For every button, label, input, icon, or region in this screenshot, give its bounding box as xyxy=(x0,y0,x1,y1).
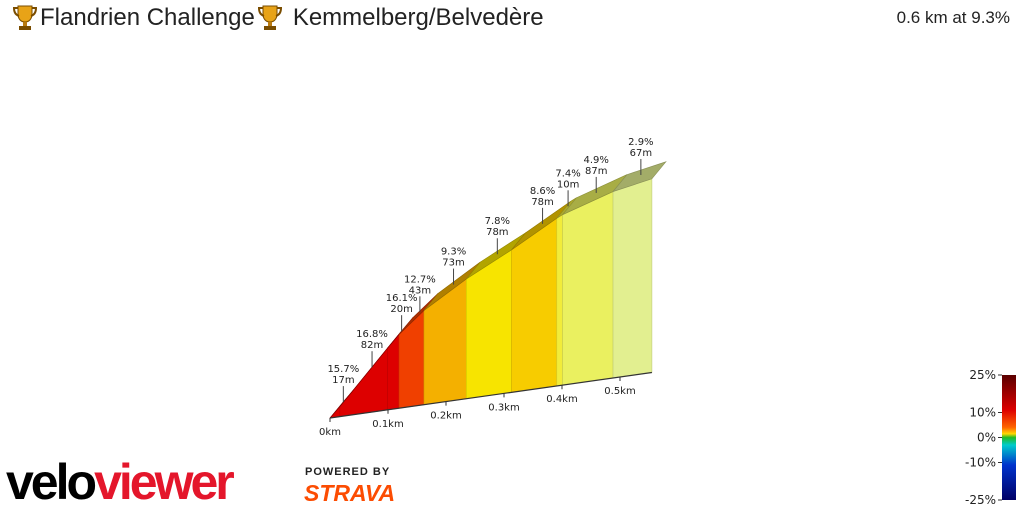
segment-grade-label: 7.4% xyxy=(555,168,580,179)
segment-grade-label: 2.9% xyxy=(628,137,653,148)
profile-segment-9 xyxy=(562,191,614,386)
profile-segment-4 xyxy=(398,309,425,409)
segment-grade-label: 16.1% xyxy=(386,293,418,304)
title-bar: Flandrien Challenge Kemmelberg/Belvedère xyxy=(10,4,544,32)
segment-grade-label: 4.9% xyxy=(584,155,609,166)
profile-bands xyxy=(329,178,653,419)
segment-labels: 15.7%17m 16.8%82m 16.1%20m 12.7%43m 9.3%73m 7… xyxy=(327,137,654,403)
climb-summary: 0.6 km at 9.3% xyxy=(896,8,1010,27)
segment-length-label: 67m xyxy=(630,148,652,159)
x-tick-label: 0.3km xyxy=(488,402,519,413)
legend-label: -25% xyxy=(965,493,996,507)
legend-label: 0% xyxy=(977,431,996,445)
segment-grade-label: 12.7% xyxy=(404,274,436,285)
x-axis-ticks: 0km 0.1km 0.2km 0.3km 0.4km 0.5km xyxy=(319,377,636,438)
trophy-icon xyxy=(257,5,282,30)
x-axis-line xyxy=(329,371,652,419)
segment-length-label: 20m xyxy=(390,304,412,315)
segment-length-label: 43m xyxy=(409,285,431,296)
title-right: Kemmelberg/Belvedère xyxy=(292,4,544,31)
segment-length-label: 78m xyxy=(486,227,508,238)
segment-length-label: 87m xyxy=(585,166,607,177)
profile-ridge xyxy=(329,161,667,419)
profile-segment-10 xyxy=(612,178,653,379)
profile-base xyxy=(329,371,652,419)
segment-length-label: 17m xyxy=(332,375,354,386)
veloviewer-logo: veloviewer xyxy=(6,454,235,510)
x-tick-label: 0.2km xyxy=(430,411,461,422)
segment-grade-label: 15.7% xyxy=(327,364,359,375)
segment-grade-label: 9.3% xyxy=(441,247,466,258)
x-tick-label: 0.1km xyxy=(372,419,403,430)
title-left: Flandrien Challenge xyxy=(40,4,255,31)
legend-gradient-bar xyxy=(1002,375,1016,500)
profile-segment-8 xyxy=(556,214,563,387)
segment-grade-label: 16.8% xyxy=(356,329,388,340)
segment-length-label: 10m xyxy=(557,179,579,190)
profile-ridge-10 xyxy=(612,161,667,193)
trophy-icon xyxy=(12,5,38,30)
segment-grade-label: 8.6% xyxy=(530,186,555,197)
legend-label: 25% xyxy=(969,368,996,382)
profile-segment-5 xyxy=(423,278,467,406)
legend-label: 10% xyxy=(969,406,996,420)
powered-by-label: POWERED BY xyxy=(305,466,391,478)
segment-length-label: 78m xyxy=(531,197,553,208)
x-tick-label: 0.4km xyxy=(546,394,577,405)
legend-label: -10% xyxy=(965,456,996,470)
x-tick-label: 0km xyxy=(319,427,341,438)
grade-legend: 25% 10% 0% -10% -25% xyxy=(965,368,1016,507)
strava-logo: STRAVA xyxy=(304,480,396,506)
segment-length-label: 82m xyxy=(361,340,383,351)
segment-grade-label: 7.8% xyxy=(485,216,510,227)
x-tick-label: 0.5km xyxy=(604,386,635,397)
segment-length-label: 73m xyxy=(442,258,464,269)
